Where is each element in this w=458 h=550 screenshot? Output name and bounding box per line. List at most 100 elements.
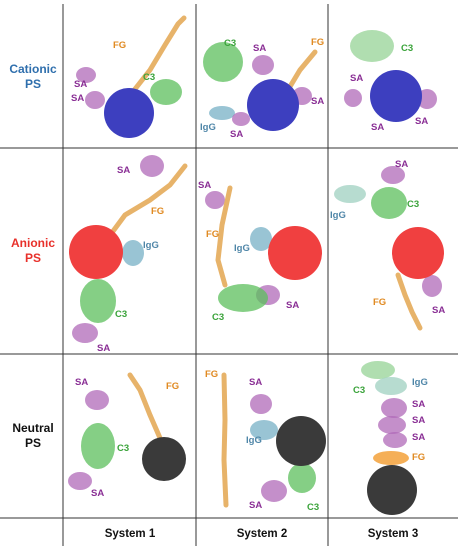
- fg-protein: [105, 163, 188, 241]
- sa-protein: [232, 112, 250, 126]
- sa-protein: [252, 55, 274, 75]
- table-grid: [0, 4, 458, 546]
- label-sa: SA: [432, 305, 445, 316]
- fg-protein: [221, 372, 229, 508]
- label-sa: SA: [249, 377, 262, 388]
- label-sa: SA: [253, 43, 266, 54]
- label-fg: FG: [373, 297, 386, 308]
- row-label-cationic: Cationic PS: [9, 62, 57, 91]
- label-sa: SA: [412, 432, 425, 443]
- label-sa: SA: [415, 116, 428, 127]
- cell-neutral-system-3: C3 IgG SA SA SA FG: [353, 361, 428, 515]
- label-c3: C3: [143, 72, 155, 83]
- label-sa: SA: [91, 488, 104, 499]
- label-igg: IgG: [200, 122, 216, 133]
- label-c3: C3: [224, 38, 236, 49]
- cell-anionic-system-2: SA FG IgG SA C3: [198, 180, 322, 323]
- sa-protein: [422, 275, 442, 297]
- sa-protein: [68, 472, 92, 490]
- sa-protein: [261, 480, 287, 502]
- igg-protein: [334, 185, 366, 203]
- fg-protein: [395, 272, 423, 331]
- c3-protein: [288, 463, 316, 493]
- label-sa: SA: [286, 300, 299, 311]
- sa-protein: [381, 398, 407, 418]
- cell-neutral-system-2: FG SA IgG SA C3: [205, 369, 326, 513]
- igg-protein: [209, 106, 235, 120]
- label-c3: C3: [407, 199, 419, 210]
- row-label-anionic: Anionic PS: [11, 236, 55, 265]
- label-fg: FG: [166, 381, 179, 392]
- column-label-system-1: System 1: [105, 528, 156, 540]
- nanoparticle: [367, 465, 417, 515]
- label-sa: SA: [117, 165, 130, 176]
- c3-protein: [371, 187, 407, 219]
- label-c3: C3: [353, 385, 365, 396]
- label-igg: IgG: [412, 377, 428, 388]
- label-igg: IgG: [330, 210, 346, 221]
- fg-protein: [215, 185, 233, 288]
- label-sa: SA: [412, 415, 425, 426]
- sa-protein: [72, 323, 98, 343]
- igg-protein: [375, 377, 407, 395]
- sa-protein: [85, 390, 109, 410]
- column-label-system-3: System 3: [368, 528, 419, 540]
- sa-protein: [344, 89, 362, 107]
- cell-anionic-system-3: SA IgG C3 FG SA: [330, 159, 445, 331]
- c3-protein: [361, 361, 395, 379]
- label-igg: IgG: [234, 243, 250, 254]
- row-label-line2: PS: [25, 436, 41, 450]
- sa-protein: [140, 155, 164, 177]
- c3-protein: [80, 279, 116, 323]
- label-sa: SA: [350, 73, 363, 84]
- row-label-line2: PS: [25, 251, 41, 265]
- sa-protein: [205, 191, 225, 209]
- sa-protein: [378, 416, 406, 434]
- cell-anionic-system-1: SA FG IgG C3 SA: [69, 155, 188, 354]
- fg-protein: [127, 372, 163, 441]
- cell-cationic-system-2: C3 SA FG SA IgG SA: [200, 37, 324, 140]
- sa-protein: [417, 89, 437, 109]
- label-sa: SA: [74, 79, 87, 90]
- cell-cationic-system-1: FG SA SA C3: [71, 15, 187, 138]
- label-fg: FG: [311, 37, 324, 48]
- cell-cationic-system-3: C3 SA SA SA: [344, 30, 437, 133]
- label-c3: C3: [307, 502, 319, 513]
- label-sa: SA: [412, 399, 425, 410]
- row-label-line2: PS: [25, 77, 41, 91]
- label-sa: SA: [198, 180, 211, 191]
- label-igg: IgG: [246, 435, 262, 446]
- c3-protein: [150, 79, 182, 105]
- nanoparticle: [392, 227, 444, 279]
- label-sa: SA: [371, 122, 384, 133]
- label-sa: SA: [395, 159, 408, 170]
- sa-protein: [85, 91, 105, 109]
- c3-protein: [350, 30, 394, 62]
- nanoparticle: [268, 226, 322, 280]
- row-label-neutral: Neutral PS: [12, 421, 53, 450]
- cell-neutral-system-1: SA FG C3 SA: [68, 372, 186, 499]
- sa-protein: [76, 67, 96, 83]
- label-c3: C3: [212, 312, 224, 323]
- c3-protein: [203, 42, 243, 82]
- label-sa: SA: [97, 343, 110, 354]
- column-label-system-2: System 2: [237, 528, 288, 540]
- igg-protein: [250, 420, 278, 440]
- sa-protein: [381, 166, 405, 184]
- row-label-line1: Cationic: [9, 62, 57, 76]
- igg-protein: [122, 240, 144, 266]
- fg-protein: [125, 15, 187, 101]
- c3-protein: [218, 284, 268, 312]
- sa-protein: [383, 432, 407, 448]
- label-c3: C3: [401, 43, 413, 54]
- label-fg: FG: [151, 206, 164, 217]
- nanoparticle: [276, 416, 326, 466]
- label-c3: C3: [115, 309, 127, 320]
- label-sa: SA: [75, 377, 88, 388]
- igg-protein: [250, 227, 272, 251]
- row-label-line1: Anionic: [11, 236, 55, 250]
- label-sa: SA: [249, 500, 262, 511]
- row-label-line1: Neutral: [12, 421, 53, 435]
- sa-protein: [250, 394, 272, 414]
